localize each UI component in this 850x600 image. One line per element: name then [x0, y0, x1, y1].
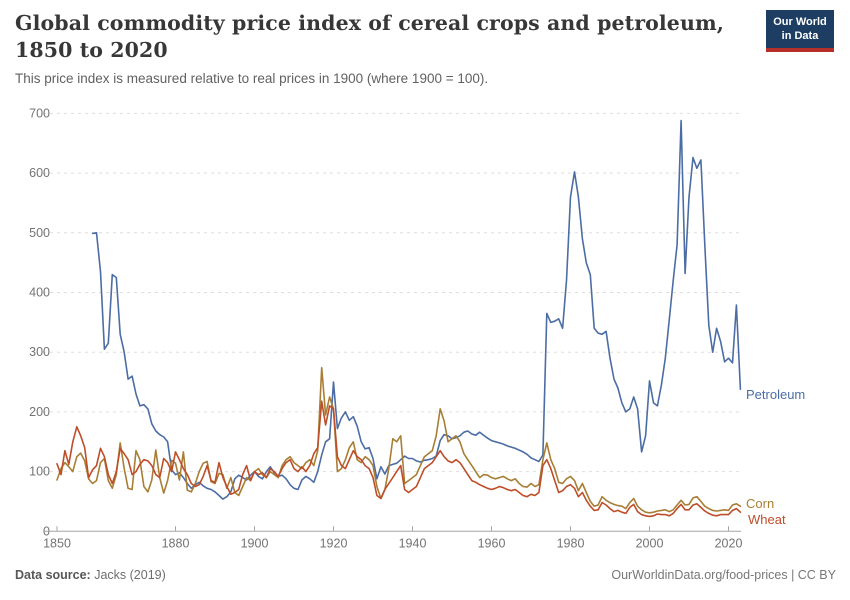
svg-text:100: 100: [29, 465, 50, 479]
svg-text:1900: 1900: [241, 536, 269, 550]
svg-text:700: 700: [29, 106, 50, 120]
data-source-value: Jacks (2019): [94, 568, 166, 582]
data-source-label: Data source:: [15, 568, 91, 582]
svg-text:600: 600: [29, 166, 50, 180]
svg-text:1940: 1940: [399, 536, 427, 550]
data-source: Data source: Jacks (2019): [15, 568, 166, 582]
svg-text:200: 200: [29, 405, 50, 419]
legend-corn[interactable]: Corn: [746, 496, 774, 511]
header: Global commodity price index of cereal c…: [15, 10, 765, 86]
chart-title: Global commodity price index of cereal c…: [15, 11, 724, 63]
svg-text:1960: 1960: [478, 536, 506, 550]
svg-text:2020: 2020: [715, 536, 743, 550]
legend-wheat[interactable]: Wheat: [748, 512, 786, 527]
data-series-lines: [56, 119, 742, 518]
svg-text:400: 400: [29, 286, 50, 300]
footer: Data source: Jacks (2019) OurWorldinData…: [15, 568, 836, 582]
gridlines: [43, 112, 741, 473]
svg-text:500: 500: [29, 226, 50, 240]
chart-subtitle: This price index is measured relative to…: [15, 71, 489, 87]
svg-text:2000: 2000: [636, 536, 664, 550]
owid-logo-line2: in Data: [781, 30, 819, 43]
chart-area[interactable]: 0 100 200 300 400 500 600 700 1850 1880 1900 1920 19…: [0, 95, 850, 560]
owid-url-link[interactable]: OurWorldinData.org/food-prices | CC BY: [611, 568, 836, 582]
svg-text:1980: 1980: [557, 536, 585, 550]
svg-text:1850: 1850: [43, 536, 71, 550]
owid-logo[interactable]: Our World in Data: [766, 10, 834, 52]
svg-text:1920: 1920: [320, 536, 348, 550]
owid-logo-line1: Our World: [773, 16, 827, 28]
svg-text:300: 300: [29, 345, 50, 359]
legend-petroleum[interactable]: Petroleum: [746, 387, 805, 402]
svg-text:1880: 1880: [162, 536, 190, 550]
